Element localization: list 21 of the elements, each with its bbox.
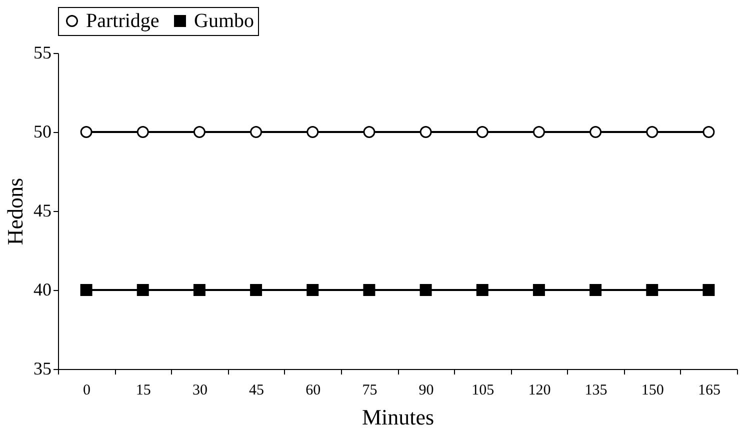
x-axis-title: Minutes (362, 404, 434, 430)
x-tick-label: 30 (192, 382, 208, 398)
y-tick-label: 50 (34, 122, 52, 142)
legend-label: Gumbo (194, 10, 254, 32)
x-tick-label: 120 (528, 382, 551, 398)
y-tick-label: 45 (34, 200, 52, 220)
x-tick-label: 75 (362, 382, 378, 398)
y-axis-title: Hedons (2, 178, 28, 246)
x-tick-label: 165 (698, 382, 720, 398)
y-tick-label: 55 (34, 42, 52, 62)
x-tick-label: 15 (136, 382, 151, 398)
x-tick-label: 135 (584, 382, 608, 398)
x-tick-label: 105 (472, 382, 494, 398)
x-tick-label: 90 (418, 382, 434, 398)
x-tick-label: 0 (83, 382, 91, 398)
x-tick-label: 60 (306, 382, 321, 398)
x-tick-label: 150 (641, 382, 664, 398)
x-tick-label: 45 (249, 382, 264, 398)
legend-label: Partridge (86, 10, 160, 32)
y-tick-label: 35 (34, 358, 52, 378)
y-tick-label: 40 (34, 280, 52, 300)
